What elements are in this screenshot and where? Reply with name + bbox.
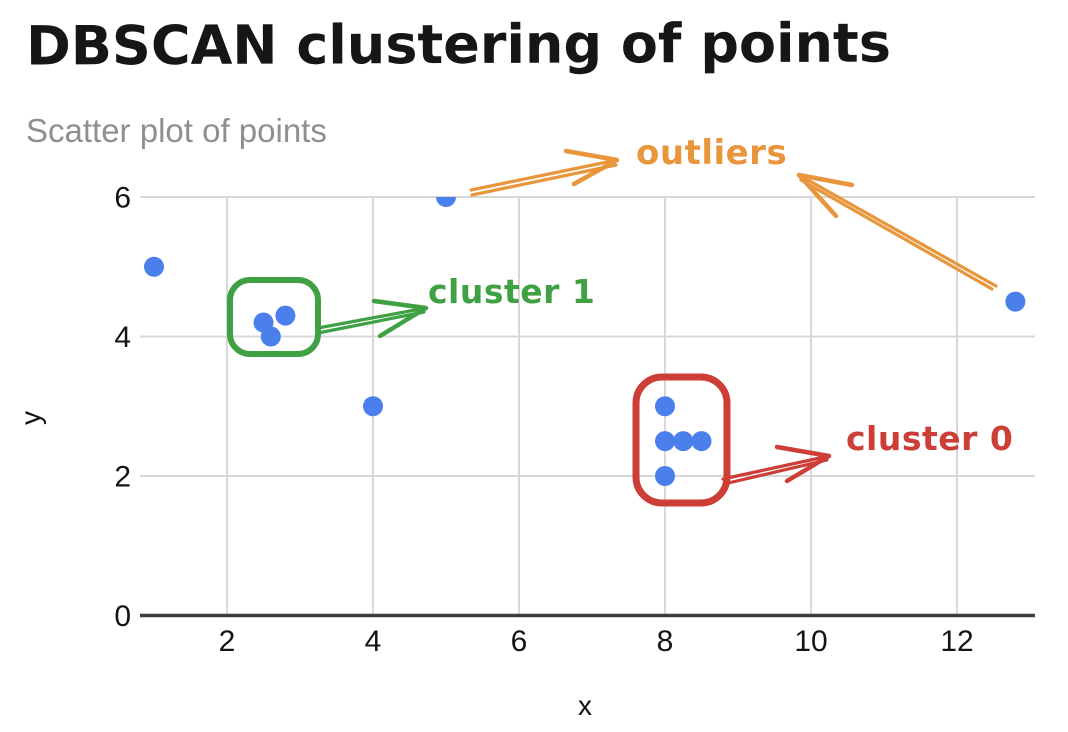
data-point	[1005, 291, 1026, 312]
y-axis-title: y	[15, 411, 46, 425]
annotation-outliers-label: outliers	[636, 133, 788, 173]
data-point	[144, 256, 164, 277]
data-points-group	[144, 197, 1026, 486]
chart-subtitle: Scatter plot of points	[26, 112, 327, 149]
y-tick-label: 4	[114, 321, 131, 354]
data-point	[655, 396, 675, 417]
annotation-arrow	[316, 298, 429, 339]
data-point	[275, 305, 296, 326]
x-tick-label: 4	[365, 625, 382, 658]
data-point	[363, 396, 383, 417]
cluster-box	[632, 373, 731, 507]
annotation-cluster1-label: cluster 1	[428, 272, 596, 311]
data-point	[673, 431, 694, 452]
data-point	[655, 431, 675, 452]
tick-labels-group: 0 2 4 6 2 4 6 8 10 12	[114, 182, 973, 659]
annotation-shapes-group	[227, 148, 998, 507]
annotation-arrow	[721, 444, 832, 486]
y-tick-label: 0	[114, 600, 131, 633]
gridlines-group	[140, 196, 1035, 616]
x-tick-label: 6	[511, 625, 528, 658]
x-tick-label: 12	[940, 625, 973, 658]
annotation-arrow	[796, 172, 998, 291]
annotation-cluster0-label: cluster 0	[846, 419, 1014, 458]
x-tick-label: 8	[657, 625, 674, 658]
cluster-box	[227, 277, 321, 357]
x-axis-title: x	[578, 690, 592, 721]
x-tick-label: 10	[794, 625, 827, 658]
data-point	[655, 466, 675, 486]
y-tick-label: 2	[114, 461, 131, 494]
x-tick-label: 2	[219, 625, 236, 658]
data-point	[691, 431, 712, 452]
data-point	[436, 197, 456, 207]
data-point	[260, 326, 281, 347]
y-tick-label: 6	[114, 182, 131, 215]
annotation-arrow	[469, 148, 620, 197]
